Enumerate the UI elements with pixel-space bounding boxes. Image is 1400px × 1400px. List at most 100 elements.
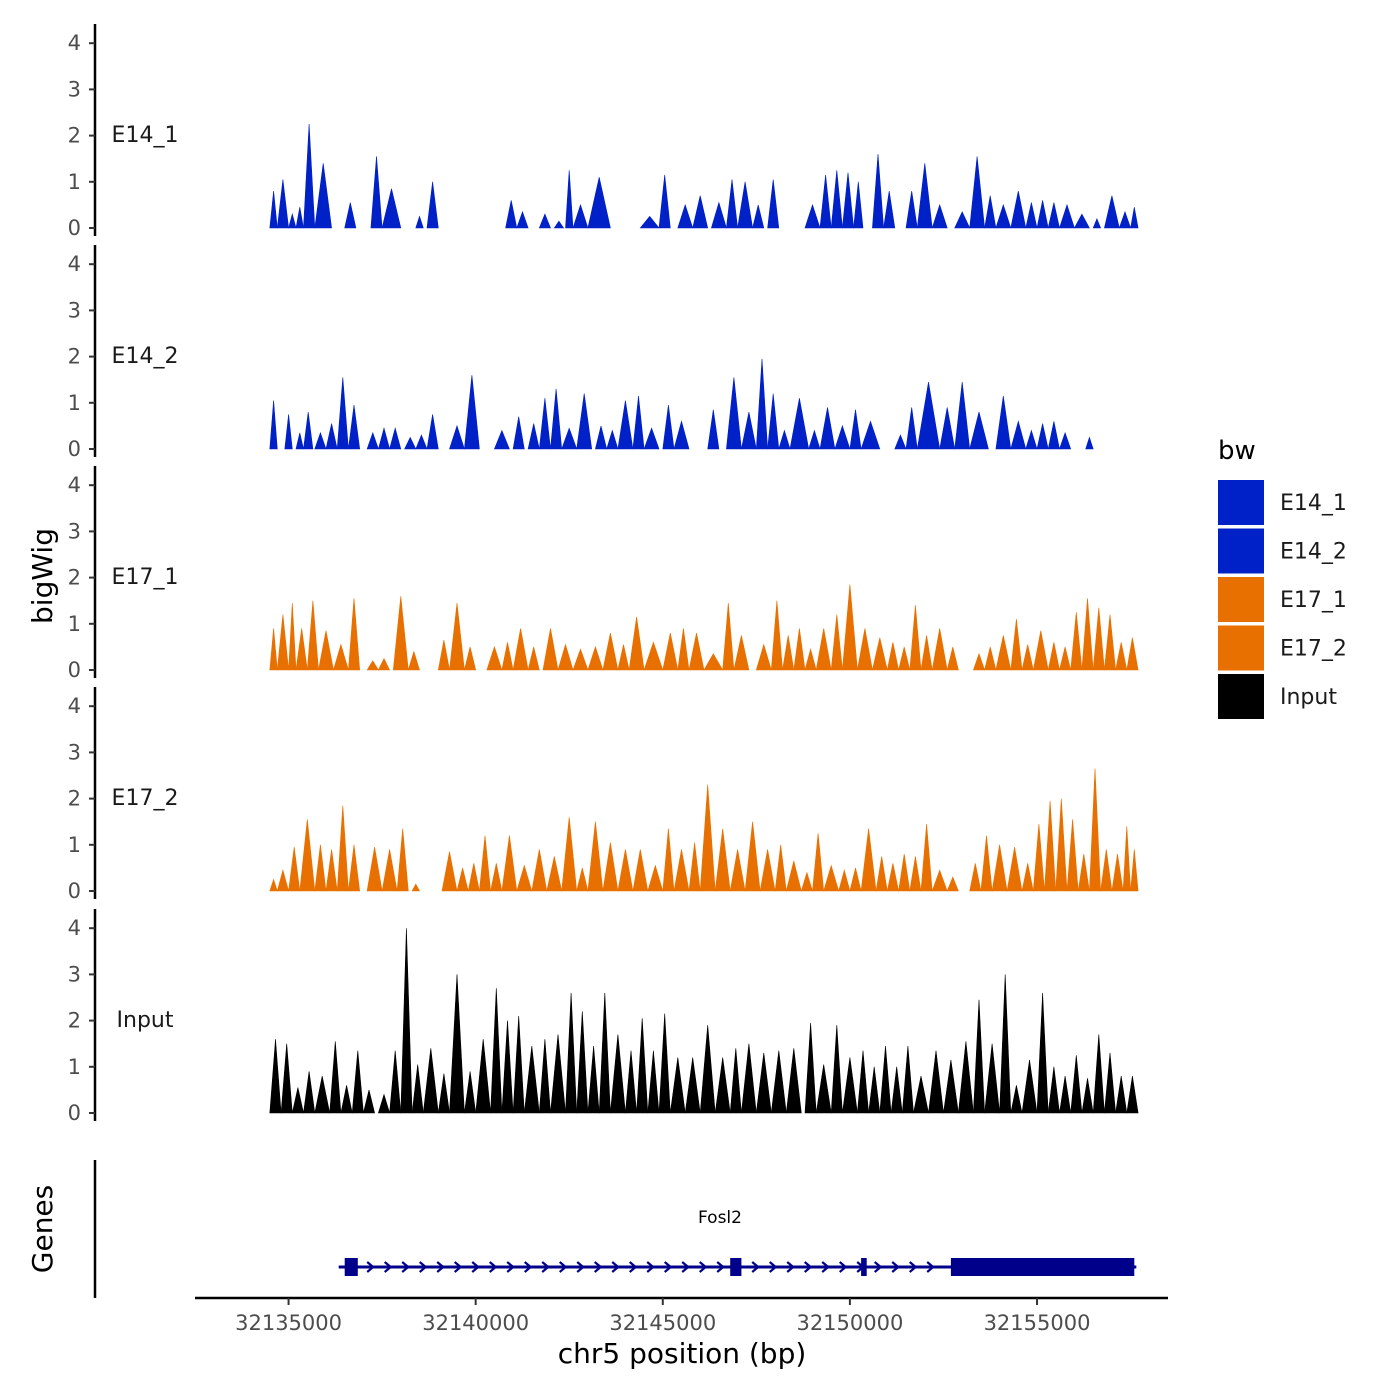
peak-e17-1-60 [1104, 614, 1116, 671]
peak-e14-1-9 [415, 215, 424, 229]
x-tick-label: 32150000 [796, 1311, 903, 1335]
peak-e14-2-36 [789, 398, 810, 450]
peak-e17-2-7 [348, 844, 361, 892]
peak-e17-2-26 [632, 849, 649, 892]
peak-e17-1-26 [643, 641, 664, 671]
peak-e14-2-0 [269, 400, 278, 450]
strand-arrow [716, 1261, 725, 1273]
peak-e17-2-49 [931, 869, 948, 892]
peak-input-9 [377, 1093, 391, 1114]
peak-e17-2-11 [411, 883, 421, 892]
peak-e17-1-5 [318, 630, 334, 671]
peak-e14-2-46 [954, 381, 971, 450]
peak-e17-2-27 [647, 864, 664, 892]
peak-e14-2-38 [819, 407, 836, 450]
legend-swatch-e17-2 [1218, 625, 1264, 671]
x-axis: 32135000 32140000 32145000 32150000 32155000 [195, 1296, 1168, 1335]
peak-input-66 [1104, 1052, 1116, 1114]
peak-input-51 [913, 1075, 929, 1114]
peak-input-63 [1070, 1055, 1083, 1114]
peak-e17-2-25 [617, 849, 634, 892]
peak-input-49 [890, 1066, 903, 1114]
strand-arrow [646, 1261, 655, 1273]
strand-arrow [663, 1261, 673, 1273]
legend-swatch-input [1218, 674, 1264, 719]
peak-e14-2-6 [336, 377, 349, 450]
peak-e17-1-44 [898, 646, 911, 671]
peak-e14-1-4 [303, 123, 316, 229]
peak-e14-2-24 [606, 429, 619, 450]
peak-e17-1-31 [722, 602, 735, 671]
peak-e14-1-37 [954, 211, 971, 229]
peak-e17-2-15 [479, 835, 491, 892]
strand-arrow [558, 1261, 568, 1273]
peak-input-65 [1092, 1034, 1105, 1114]
peak-e17-1-45 [909, 605, 922, 671]
peak-input-26 [587, 1045, 600, 1114]
strand-arrow [628, 1261, 638, 1273]
y-tick-label: 4 [68, 916, 81, 940]
peak-input-21 [523, 1045, 540, 1114]
peak-e14-1-29 [830, 170, 843, 229]
peak-e14-1-47 [1092, 217, 1102, 229]
peak-e17-1-35 [782, 635, 795, 671]
peak-e17-2-44 [875, 856, 888, 892]
peak-e14-1-14 [553, 220, 565, 229]
peak-e17-1-57 [1070, 612, 1083, 671]
track-e17-2: 0 1 2 3 4 E17_2 [68, 686, 1139, 903]
peak-input-39 [755, 1052, 772, 1114]
strand-arrow [768, 1261, 778, 1273]
peak-e14-2-39 [834, 424, 851, 450]
peak-e14-1-46 [1073, 213, 1090, 229]
peak-e17-1-54 [1032, 630, 1049, 671]
peak-e14-1-45 [1059, 203, 1075, 229]
peak-input-46 [857, 1050, 869, 1114]
strand-arrow [681, 1261, 690, 1273]
peak-e14-1-11 [505, 200, 518, 229]
peak-e14-2-13 [426, 414, 439, 450]
peak-input-67 [1115, 1075, 1128, 1114]
peak-input-14 [437, 1073, 450, 1114]
peak-e14-1-5 [314, 163, 332, 229]
peak-input-61 [1047, 1066, 1060, 1114]
peak-e17-2-3 [299, 819, 316, 892]
peak-e17-2-10 [396, 828, 409, 892]
exon-3 [861, 1258, 867, 1276]
y-tick-label: 1 [68, 833, 81, 857]
peak-e14-1-25 [752, 204, 765, 229]
peak-e17-1-9 [377, 657, 391, 671]
peak-input-54 [958, 1041, 974, 1114]
peak-e17-1-42 [872, 637, 888, 671]
peak-input-31 [647, 1050, 660, 1114]
strand-arrow [453, 1261, 463, 1273]
peak-e14-2-47 [969, 411, 989, 450]
peak-input-16 [464, 1071, 477, 1114]
strand-arrow [436, 1261, 445, 1273]
peak-e17-1-14 [464, 646, 477, 671]
peak-e17-2-63 [1111, 853, 1124, 892]
peak-e17-1-52 [1010, 619, 1023, 671]
peak-e17-1-47 [931, 628, 948, 671]
peak-e14-2-5 [325, 423, 338, 450]
peak-e17-2-6 [336, 805, 349, 892]
peak-e14-1-44 [1047, 202, 1060, 229]
peak-input-20 [512, 1015, 525, 1114]
peak-e17-2-45 [886, 863, 899, 892]
peak-e14-1-50 [1130, 207, 1139, 229]
peak-e17-2-13 [456, 867, 469, 892]
y-tick-label: 3 [68, 298, 81, 322]
peak-input-38 [741, 1043, 757, 1114]
peak-input-5 [329, 1041, 342, 1114]
peak-e17-1-29 [688, 632, 705, 671]
strand-arrow [506, 1261, 515, 1273]
peak-e14-2-48 [995, 395, 1012, 450]
y-tick-label: 4 [68, 252, 81, 276]
peak-e14-2-34 [767, 393, 780, 450]
peak-e17-2-58 [1055, 798, 1068, 892]
peak-e17-2-31 [699, 784, 716, 892]
peak-input-57 [999, 974, 1012, 1114]
peak-e17-1-13 [449, 602, 465, 671]
peak-e14-1-13 [538, 213, 551, 229]
peak-e17-2-1 [276, 869, 289, 892]
peak-e14-2-15 [464, 375, 480, 450]
